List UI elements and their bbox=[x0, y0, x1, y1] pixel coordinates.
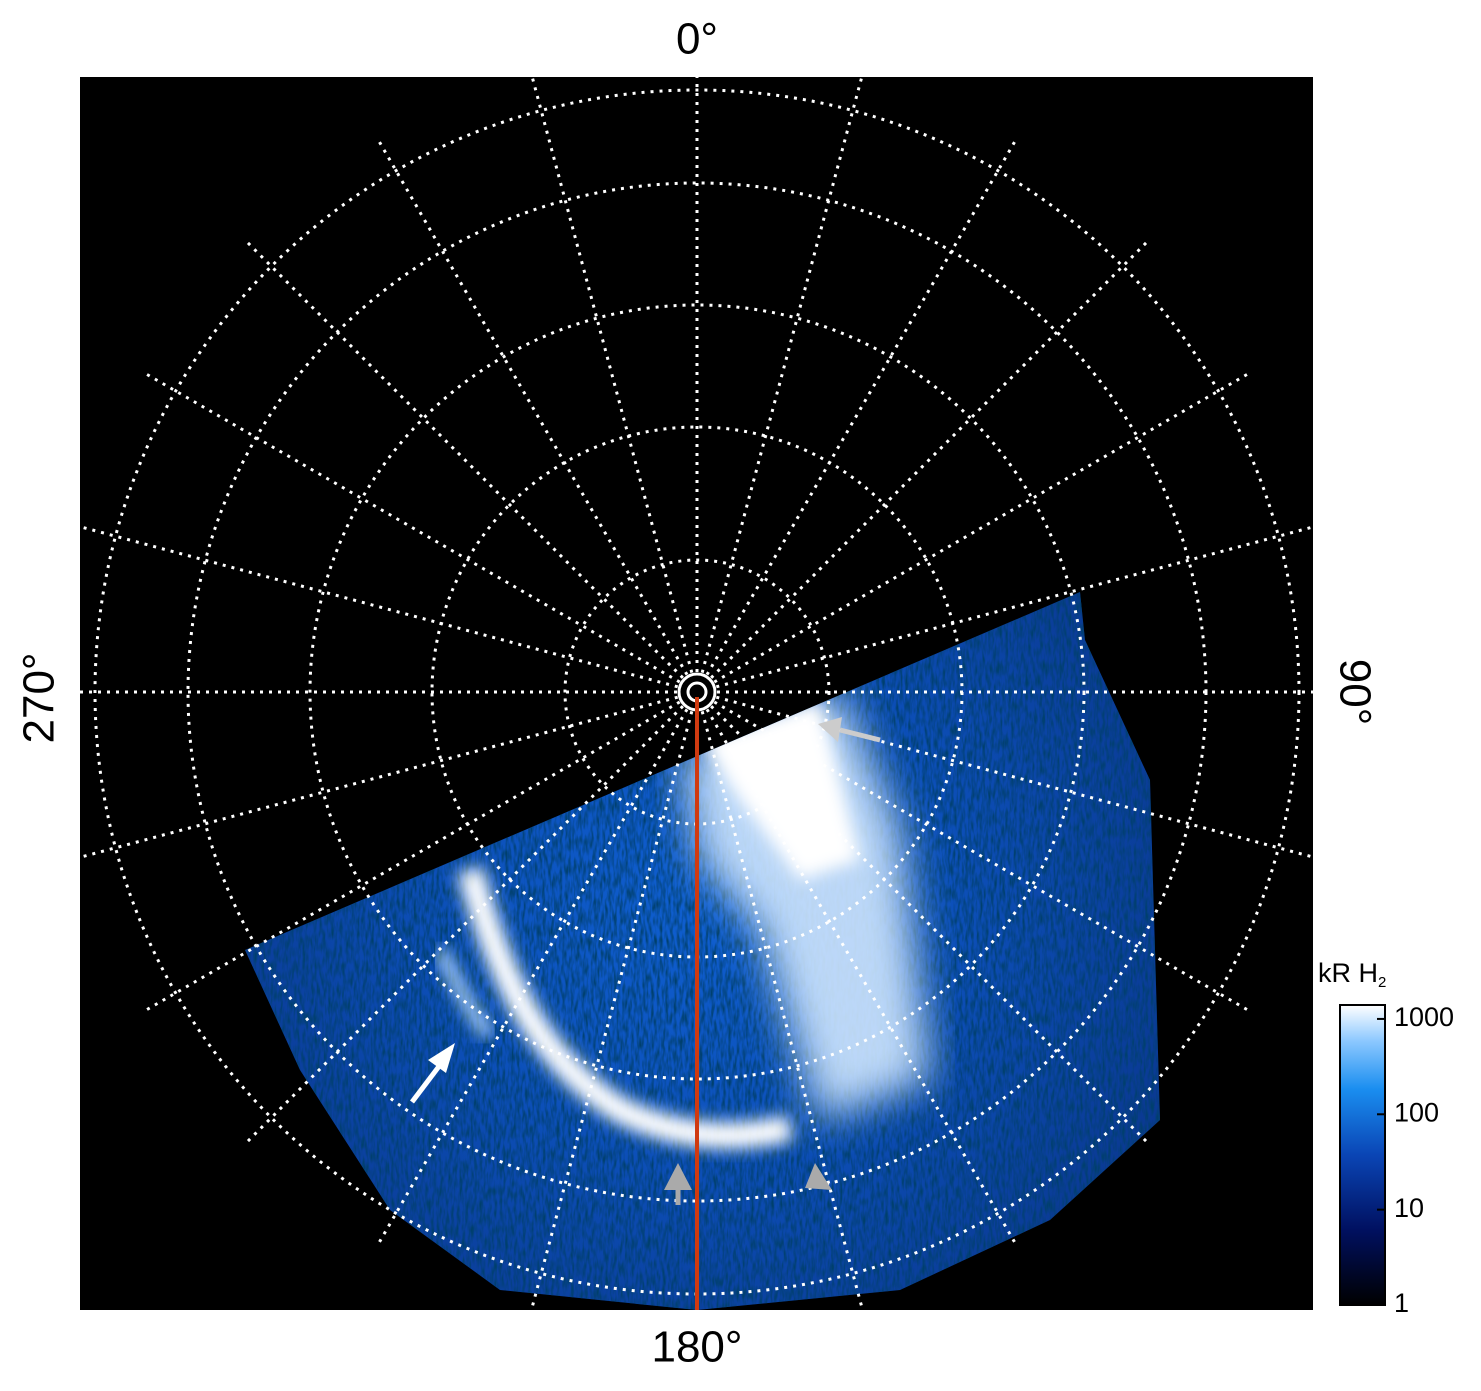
colorbar bbox=[1339, 1004, 1386, 1306]
colorbar-title-main: kR H bbox=[1318, 958, 1378, 988]
label-270: 270° bbox=[15, 652, 64, 743]
label-0: 0° bbox=[676, 15, 718, 64]
colorbar-title-sub: 2 bbox=[1378, 974, 1386, 991]
arrows bbox=[410, 717, 881, 1205]
colorbar-tick-label: 100 bbox=[1394, 1097, 1439, 1127]
colorbar-ticks: 1 10 100 1000 bbox=[1377, 1002, 1454, 1318]
label-180: 180° bbox=[651, 1323, 742, 1372]
colorbar-tick-label: 1 bbox=[1394, 1288, 1409, 1318]
colorbar-title: kR H2 bbox=[1318, 958, 1386, 991]
grid-ring bbox=[308, 303, 1086, 1081]
colorbar-tick-label: 10 bbox=[1394, 1193, 1424, 1223]
colorbar-tick-label: 1000 bbox=[1394, 1002, 1454, 1032]
label-90: 90° bbox=[1330, 659, 1379, 726]
